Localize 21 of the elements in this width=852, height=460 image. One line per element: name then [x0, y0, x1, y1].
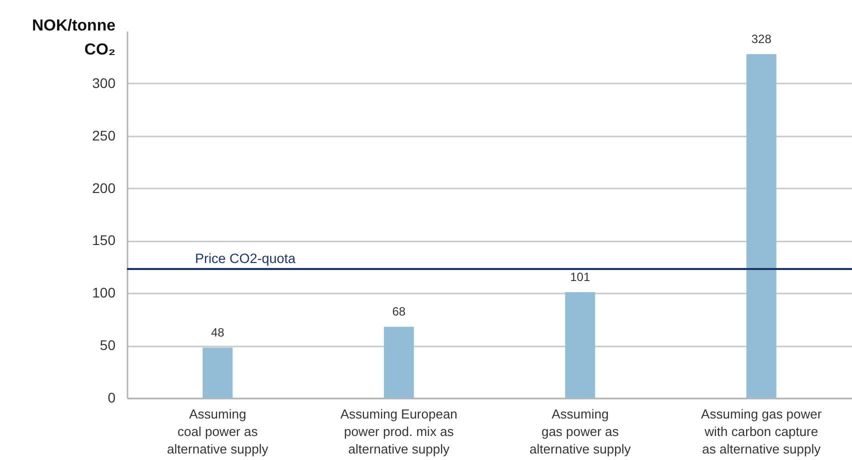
data-label: 68: [392, 304, 406, 319]
y-tick-label: 300: [92, 74, 116, 91]
y-tick-label: 0: [108, 390, 116, 406]
bar: [202, 348, 233, 398]
bar: [384, 326, 414, 398]
ref-line-label: Price CO2-quota: [195, 251, 296, 266]
y-tick-label: 200: [92, 180, 116, 196]
x-tick-label: Assuming gas power with carbon capture as alternative supply: [701, 406, 822, 456]
x-tick-label: Assuming gas power as alternative supply: [530, 406, 632, 456]
data-label: 48: [210, 326, 225, 340]
data-label: 101: [570, 270, 590, 284]
y-tick-label: 250: [92, 127, 116, 144]
y-tick-label: 50: [100, 337, 116, 354]
y-tick-label: 100: [92, 284, 116, 301]
data-label: 328: [751, 32, 772, 46]
bar: [565, 292, 596, 398]
x-tick-label: Assuming European power prod. mix as alternative supply: [340, 406, 458, 456]
bar: [746, 54, 776, 398]
y-axis-title: NOK/tonne CO₂: [32, 18, 116, 58]
y-tick-label: 150: [92, 232, 116, 248]
x-tick-label: Assuming coal power as alternative supply: [167, 406, 269, 456]
